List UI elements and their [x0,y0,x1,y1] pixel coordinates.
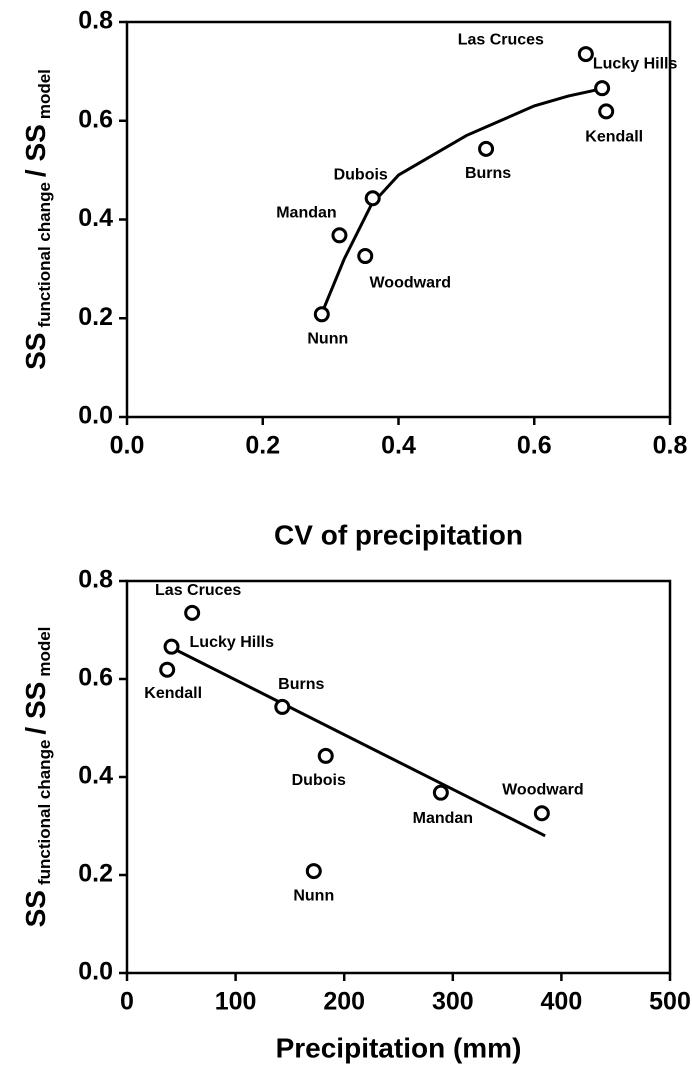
x-tick-label: 0.4 [381,432,416,460]
data-point [432,784,449,801]
plot-frame [125,20,672,419]
y-axis-title-part: model [35,69,54,119]
x-tick-label: 400 [541,988,583,1016]
point-label: Woodward [502,781,583,798]
point-label: Las Cruces [458,31,544,48]
y-axis-title-part: / SS [20,124,51,177]
point-label: Dubois [292,772,346,789]
point-label: Lucky Hills [593,55,678,72]
x-axis-title: CV of precipitation [274,519,523,550]
data-point [598,103,615,120]
data-point [163,638,180,655]
data-point [274,698,291,715]
x-tick-label: 500 [649,988,691,1016]
x-tick-label: 0.0 [110,432,145,460]
y-tick-label: 0.2 [78,860,113,888]
y-axis-title-part: / SS [20,682,51,735]
point-label: Burns [278,676,324,693]
y-axis-title-part: functional change [35,182,54,327]
data-point [159,661,176,678]
y-axis-title: SS functional change / SS model [20,627,54,928]
y-tick-label: 0.0 [78,958,113,986]
x-tick-label: 0.8 [653,432,688,460]
point-label: Mandan [413,810,473,827]
x-tick-label: 100 [215,988,257,1016]
data-point [533,805,550,822]
y-axis-title-part: model [35,627,54,677]
y-tick-label: 0.4 [78,204,113,232]
y-tick-label: 0.0 [78,402,113,430]
data-point [594,80,611,97]
y-axis-title-part: functional change [35,740,54,885]
data-point [577,46,594,63]
data-point [331,227,348,244]
y-axis-title-part: SS [20,333,51,370]
data-point [357,248,374,265]
x-tick-label: 300 [432,988,474,1016]
fit-line [320,87,603,314]
data-point [184,604,201,621]
x-axis-title: Precipitation (mm) [276,1032,522,1063]
y-tick-label: 0.4 [78,762,113,790]
y-axis-title-part: SS [20,890,51,927]
x-tick-label: 0 [120,988,134,1016]
y-axis-title: SS functional change / SS model [20,69,54,370]
point-label: Kendall [144,685,202,702]
point-label: Kendall [585,129,643,146]
x-tick-label: 0.2 [245,432,280,460]
point-label: Mandan [276,205,336,222]
x-tick-label: 0.6 [517,432,552,460]
x-tick-label: 200 [323,988,365,1016]
data-point [364,190,381,207]
point-label: Nunn [293,887,334,904]
fit-line [169,645,546,838]
y-tick-label: 0.6 [78,105,113,133]
point-label: Lucky Hills [190,634,275,651]
point-label: Burns [465,165,511,182]
data-point [305,863,322,880]
data-point [317,747,334,764]
y-tick-label: 0.2 [78,303,113,331]
point-label: Dubois [334,166,388,183]
y-tick-label: 0.8 [78,566,113,594]
point-label: Woodward [369,274,450,291]
y-tick-label: 0.6 [78,664,113,692]
data-point [313,306,330,323]
point-label: Las Cruces [155,582,241,599]
point-label: Nunn [307,331,348,348]
y-tick-label: 0.8 [78,7,113,35]
data-point [478,140,495,157]
